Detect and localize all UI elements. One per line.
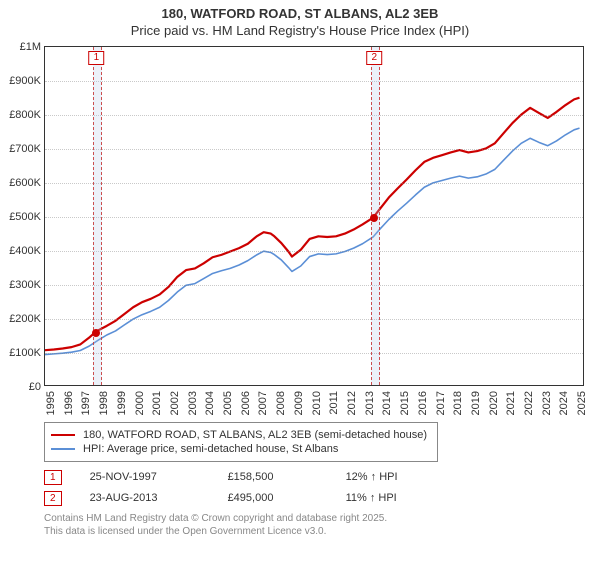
- y-axis-label: £1M: [20, 41, 41, 53]
- x-axis-label: 2016: [417, 391, 429, 415]
- sale-index-box: 1: [44, 470, 62, 485]
- sales-table: 1 25-NOV-1997 £158,500 12% ↑ HPI 2 23-AUG-201…: [44, 470, 590, 506]
- x-axis-label: 1998: [98, 391, 110, 415]
- legend-box: 180, WATFORD ROAD, ST ALBANS, AL2 3EB (s…: [44, 422, 438, 462]
- x-axis-label: 2007: [257, 391, 269, 415]
- sale-hpi-delta: 12% ↑ HPI: [346, 471, 398, 483]
- x-axis-label: 1996: [63, 391, 75, 415]
- y-axis-label: £800K: [9, 109, 41, 121]
- y-axis-label: £600K: [9, 177, 41, 189]
- x-axis-label: 2000: [134, 391, 146, 415]
- footer-line1: Contains HM Land Registry data © Crown c…: [44, 512, 590, 525]
- series-line: [45, 128, 580, 354]
- y-axis-label: £300K: [9, 279, 41, 291]
- x-axis-label: 2006: [240, 391, 252, 415]
- sale-price: £158,500: [228, 471, 318, 483]
- footer-attribution: Contains HM Land Registry data © Crown c…: [44, 512, 590, 538]
- legend-row: 180, WATFORD ROAD, ST ALBANS, AL2 3EB (s…: [51, 429, 431, 441]
- gridline-h: [45, 115, 583, 116]
- title-subtitle: Price paid vs. HM Land Registry's House …: [0, 23, 600, 40]
- sale-hpi-delta: 11% ↑ HPI: [346, 492, 397, 504]
- x-axis-label: 2009: [293, 391, 305, 415]
- x-axis-label: 2015: [399, 391, 411, 415]
- y-axis-label: £500K: [9, 211, 41, 223]
- x-axis-label: 2019: [470, 391, 482, 415]
- title-address: 180, WATFORD ROAD, ST ALBANS, AL2 3EB: [0, 6, 600, 23]
- x-axis-label: 2018: [452, 391, 464, 415]
- gridline-h: [45, 149, 583, 150]
- x-axis-label: 2021: [505, 391, 517, 415]
- sale-marker-label: 2: [367, 51, 383, 65]
- y-axis-label: £900K: [9, 75, 41, 87]
- chart-plot-area: £0£100K£200K£300K£400K£500K£600K£700K£80…: [44, 46, 584, 386]
- sale-point: [370, 214, 378, 222]
- x-axis-label: 2001: [151, 391, 163, 415]
- sale-price: £495,000: [228, 492, 318, 504]
- gridline-h: [45, 217, 583, 218]
- gridline-h: [45, 353, 583, 354]
- gridline-h: [45, 285, 583, 286]
- y-axis-label: £0: [29, 381, 41, 393]
- x-axis-label: 2003: [187, 391, 199, 415]
- sale-row: 2 23-AUG-2013 £495,000 11% ↑ HPI: [44, 491, 590, 506]
- y-axis-label: £200K: [9, 313, 41, 325]
- x-axis-label: 2024: [558, 391, 570, 415]
- sale-point: [92, 329, 100, 337]
- sale-row: 1 25-NOV-1997 £158,500 12% ↑ HPI: [44, 470, 590, 485]
- x-axis-label: 2013: [364, 391, 376, 415]
- x-axis-label: 2025: [576, 391, 588, 415]
- legend-row: HPI: Average price, semi-detached house,…: [51, 443, 431, 455]
- x-axis-label: 2011: [328, 391, 340, 415]
- x-axis-label: 2002: [169, 391, 181, 415]
- sale-date: 25-NOV-1997: [90, 471, 200, 483]
- gridline-h: [45, 319, 583, 320]
- x-axis-label: 2008: [275, 391, 287, 415]
- legend-label: 180, WATFORD ROAD, ST ALBANS, AL2 3EB (s…: [83, 429, 427, 441]
- gridline-h: [45, 81, 583, 82]
- legend-label: HPI: Average price, semi-detached house,…: [83, 443, 338, 455]
- chart-svg: [45, 47, 583, 385]
- x-axis-label: 2012: [346, 391, 358, 415]
- x-axis-label: 2020: [488, 391, 500, 415]
- x-axis-label: 2004: [204, 391, 216, 415]
- x-axis-label: 1995: [45, 391, 57, 415]
- x-axis-label: 2005: [222, 391, 234, 415]
- x-axis-label: 2010: [311, 391, 323, 415]
- x-axis-label: 1997: [80, 391, 92, 415]
- y-axis-label: £700K: [9, 143, 41, 155]
- gridline-h: [45, 251, 583, 252]
- x-axis-label: 2014: [381, 391, 393, 415]
- chart-container: 180, WATFORD ROAD, ST ALBANS, AL2 3EB Pr…: [0, 6, 600, 566]
- series-line: [45, 97, 580, 350]
- x-axis-label: 2022: [523, 391, 535, 415]
- sale-marker-label: 1: [89, 51, 105, 65]
- x-axis-label: 2023: [541, 391, 553, 415]
- y-axis-label: £100K: [9, 347, 41, 359]
- legend-swatch: [51, 434, 75, 436]
- gridline-h: [45, 183, 583, 184]
- sale-date: 23-AUG-2013: [90, 492, 200, 504]
- legend-swatch: [51, 448, 75, 450]
- x-axis-label: 1999: [116, 391, 128, 415]
- x-axis-label: 2017: [435, 391, 447, 415]
- footer-line2: This data is licensed under the Open Gov…: [44, 525, 590, 538]
- sale-index-box: 2: [44, 491, 62, 506]
- y-axis-label: £400K: [9, 245, 41, 257]
